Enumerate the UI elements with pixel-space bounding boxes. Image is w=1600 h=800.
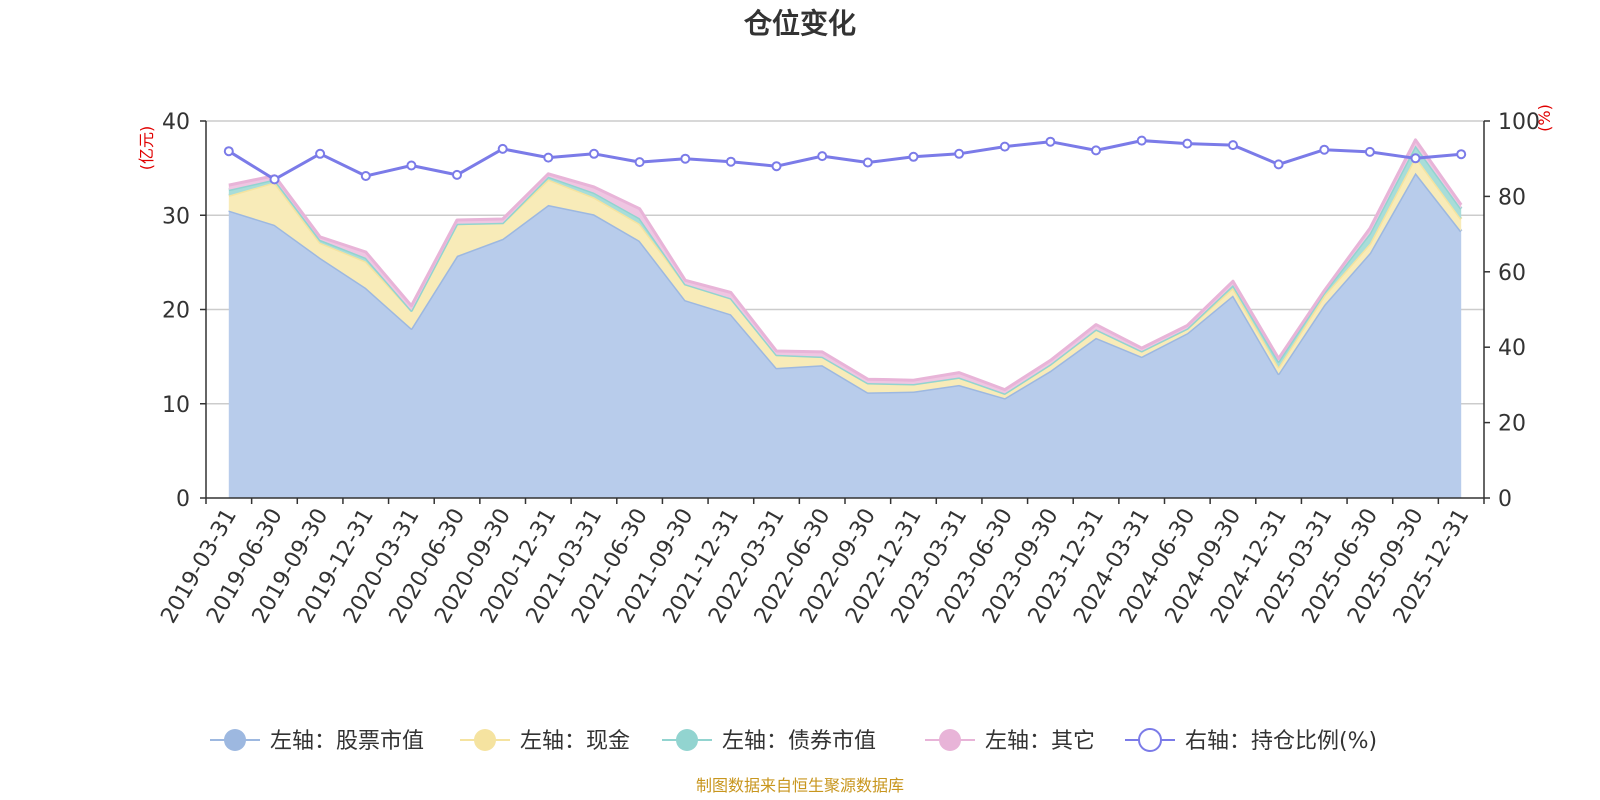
ratio-point <box>862 157 873 168</box>
legend-item[interactable]: 左轴：现金 <box>460 729 630 754</box>
legend-label: 右轴：持仓比例(%) <box>1185 729 1377 754</box>
left-tick-label: 0 <box>176 487 190 512</box>
legend-marker <box>1138 728 1162 752</box>
legend-marker <box>676 729 698 751</box>
ratio-point <box>315 148 326 159</box>
legend-item[interactable]: 左轴：股票市值 <box>210 729 424 754</box>
legend-label: 左轴：债券市值 <box>722 729 876 754</box>
ratio-point <box>725 156 736 167</box>
ratio-point <box>543 152 554 163</box>
right-tick-label: 0 <box>1498 487 1512 512</box>
stacked-areas <box>228 138 1463 499</box>
legend-marker <box>474 729 496 751</box>
ratio-point <box>954 148 965 159</box>
ratio-point <box>908 151 919 162</box>
ratio-point <box>1273 159 1284 170</box>
ratio-point <box>269 174 280 185</box>
holding-ratio-series <box>223 135 1467 185</box>
ratio-line <box>228 139 1462 181</box>
right-tick-label: 60 <box>1498 261 1526 286</box>
right-tick-label: 20 <box>1498 412 1526 437</box>
chart-title: 仓位变化 <box>744 7 856 40</box>
ratio-point <box>1410 153 1421 164</box>
legend-label: 左轴：其它 <box>985 729 1095 754</box>
ratio-point <box>360 171 371 181</box>
right-tick-label: 80 <box>1498 185 1526 210</box>
legend-item[interactable]: 右轴：持仓比例(%) <box>1125 728 1377 754</box>
legend-label: 左轴：股票市值 <box>270 729 424 754</box>
data-source-footer: 制图数据来自恒生聚源数据库 <box>696 776 904 795</box>
legend: 左轴：股票市值 左轴：现金 左轴：债券市值 左轴：其它 右轴：持仓比例(%) <box>210 728 1377 754</box>
ratio-point <box>1136 135 1147 146</box>
ratio-point <box>999 141 1010 152</box>
ratio-point <box>497 143 508 154</box>
left-tick-label: 20 <box>162 299 190 324</box>
legend-label: 左轴：现金 <box>520 729 630 754</box>
ratio-point <box>680 153 691 164</box>
area-line-series-3 <box>228 138 1463 392</box>
ratio-point <box>771 161 782 172</box>
ratio-point <box>1364 146 1375 157</box>
legend-item[interactable]: 左轴：债券市值 <box>662 729 876 754</box>
right-tick-label: 100 <box>1498 110 1540 135</box>
ratio-point <box>817 151 828 162</box>
left-tick-label: 40 <box>162 110 190 135</box>
ratio-point <box>1091 145 1101 156</box>
legend-marker <box>939 729 961 751</box>
left-tick-label: 10 <box>162 393 190 418</box>
area-series-0 <box>228 172 1462 499</box>
right-axis-unit: (%) <box>1535 104 1554 132</box>
ratio-point <box>452 169 462 180</box>
right-tick-label: 40 <box>1498 336 1526 361</box>
left-tick-label: 30 <box>162 204 190 229</box>
ratio-point <box>1228 140 1238 151</box>
ratio-point <box>634 157 645 168</box>
ratio-point <box>1319 144 1330 155</box>
ratio-point <box>589 148 599 159</box>
left-axis-unit: (亿元) <box>137 126 156 171</box>
legend-marker <box>224 729 246 751</box>
ratio-point <box>1456 149 1467 160</box>
legend-item[interactable]: 左轴：其它 <box>925 729 1095 754</box>
ratio-point <box>223 146 234 157</box>
ratio-point <box>1182 138 1193 149</box>
ratio-point <box>406 160 417 171</box>
ratio-point <box>1045 136 1056 147</box>
